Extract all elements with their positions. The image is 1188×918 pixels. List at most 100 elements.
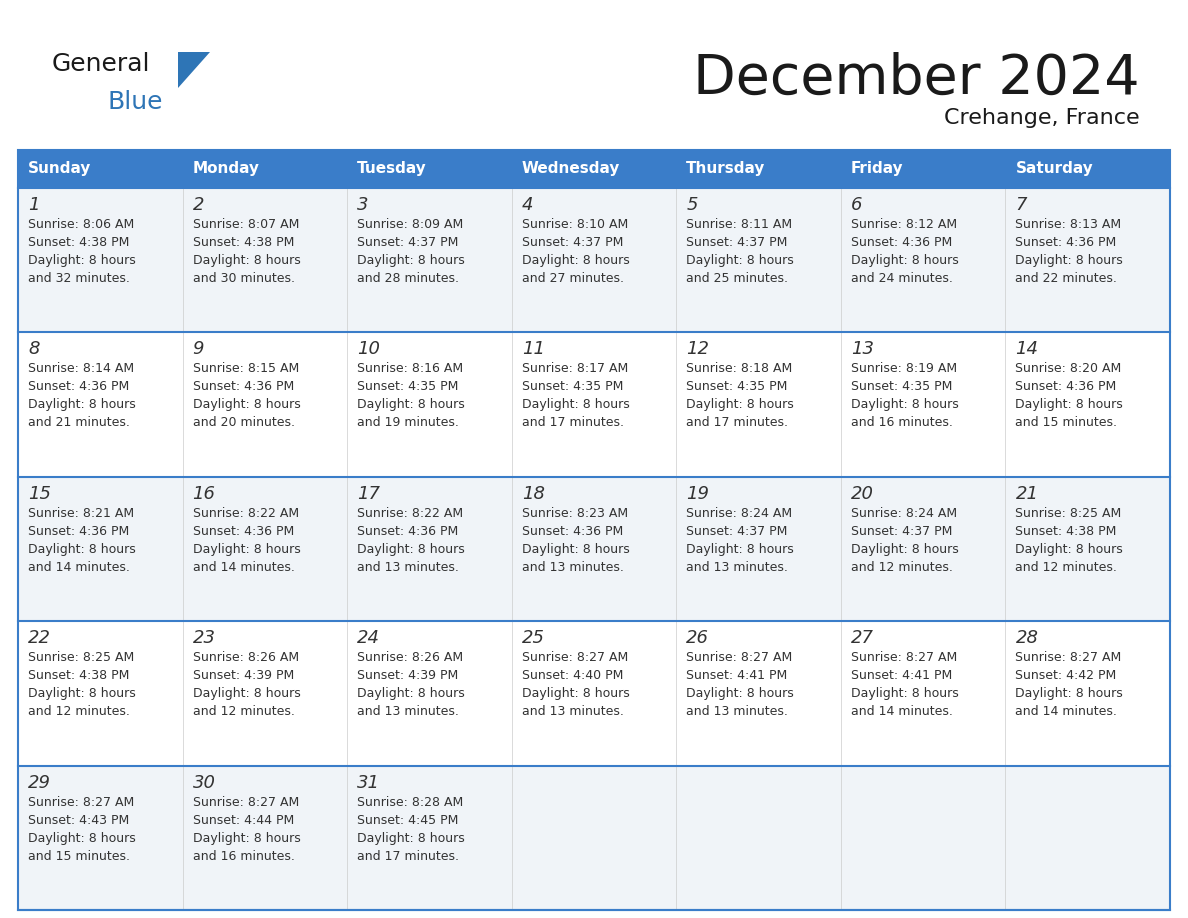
Text: 15: 15 bbox=[29, 485, 51, 503]
Text: Sunset: 4:38 PM: Sunset: 4:38 PM bbox=[192, 236, 293, 249]
Text: Sunset: 4:36 PM: Sunset: 4:36 PM bbox=[851, 236, 952, 249]
Text: Sunset: 4:35 PM: Sunset: 4:35 PM bbox=[851, 380, 953, 394]
Text: Monday: Monday bbox=[192, 162, 259, 176]
Text: and 22 minutes.: and 22 minutes. bbox=[1016, 272, 1117, 285]
Text: and 32 minutes.: and 32 minutes. bbox=[29, 272, 129, 285]
Bar bbox=[18, 150, 1170, 188]
Text: Sunset: 4:36 PM: Sunset: 4:36 PM bbox=[358, 525, 459, 538]
Text: Daylight: 8 hours: Daylight: 8 hours bbox=[29, 688, 135, 700]
Text: Sunset: 4:36 PM: Sunset: 4:36 PM bbox=[29, 380, 129, 394]
Text: Sunrise: 8:27 AM: Sunrise: 8:27 AM bbox=[851, 651, 958, 665]
Text: 1: 1 bbox=[29, 196, 39, 214]
Text: and 24 minutes.: and 24 minutes. bbox=[851, 272, 953, 285]
Text: Sunrise: 8:20 AM: Sunrise: 8:20 AM bbox=[1016, 363, 1121, 375]
Text: Sunday: Sunday bbox=[29, 162, 91, 176]
Text: Sunset: 4:44 PM: Sunset: 4:44 PM bbox=[192, 813, 293, 826]
Text: Saturday: Saturday bbox=[1016, 162, 1093, 176]
Text: Sunrise: 8:15 AM: Sunrise: 8:15 AM bbox=[192, 363, 299, 375]
Text: Sunset: 4:39 PM: Sunset: 4:39 PM bbox=[192, 669, 293, 682]
Text: 20: 20 bbox=[851, 485, 874, 503]
Text: Daylight: 8 hours: Daylight: 8 hours bbox=[358, 832, 465, 845]
Text: and 21 minutes.: and 21 minutes. bbox=[29, 417, 129, 430]
Text: Daylight: 8 hours: Daylight: 8 hours bbox=[687, 254, 794, 267]
Text: Daylight: 8 hours: Daylight: 8 hours bbox=[358, 398, 465, 411]
Text: and 12 minutes.: and 12 minutes. bbox=[192, 705, 295, 718]
Text: Sunrise: 8:25 AM: Sunrise: 8:25 AM bbox=[29, 651, 134, 665]
Text: Sunset: 4:38 PM: Sunset: 4:38 PM bbox=[29, 669, 129, 682]
Text: 10: 10 bbox=[358, 341, 380, 358]
Text: 27: 27 bbox=[851, 629, 874, 647]
Text: Blue: Blue bbox=[107, 90, 163, 114]
Bar bbox=[18, 621, 1170, 766]
Text: and 12 minutes.: and 12 minutes. bbox=[29, 705, 129, 718]
Text: Sunset: 4:35 PM: Sunset: 4:35 PM bbox=[522, 380, 623, 394]
Text: 24: 24 bbox=[358, 629, 380, 647]
Text: 19: 19 bbox=[687, 485, 709, 503]
Text: 6: 6 bbox=[851, 196, 862, 214]
Text: Sunset: 4:43 PM: Sunset: 4:43 PM bbox=[29, 813, 129, 826]
Text: 13: 13 bbox=[851, 341, 874, 358]
Text: General: General bbox=[52, 52, 151, 76]
Text: 16: 16 bbox=[192, 485, 215, 503]
Text: and 13 minutes.: and 13 minutes. bbox=[687, 561, 788, 574]
Text: Daylight: 8 hours: Daylight: 8 hours bbox=[358, 543, 465, 555]
Text: Daylight: 8 hours: Daylight: 8 hours bbox=[192, 543, 301, 555]
Text: Sunrise: 8:12 AM: Sunrise: 8:12 AM bbox=[851, 218, 958, 231]
Text: Daylight: 8 hours: Daylight: 8 hours bbox=[192, 832, 301, 845]
Text: 14: 14 bbox=[1016, 341, 1038, 358]
Text: Sunset: 4:39 PM: Sunset: 4:39 PM bbox=[358, 669, 459, 682]
Text: 9: 9 bbox=[192, 341, 204, 358]
Text: Daylight: 8 hours: Daylight: 8 hours bbox=[522, 398, 630, 411]
Text: and 12 minutes.: and 12 minutes. bbox=[851, 561, 953, 574]
Text: Daylight: 8 hours: Daylight: 8 hours bbox=[1016, 543, 1123, 555]
Text: Sunrise: 8:11 AM: Sunrise: 8:11 AM bbox=[687, 218, 792, 231]
Text: Daylight: 8 hours: Daylight: 8 hours bbox=[851, 543, 959, 555]
Text: and 27 minutes.: and 27 minutes. bbox=[522, 272, 624, 285]
Text: Daylight: 8 hours: Daylight: 8 hours bbox=[29, 832, 135, 845]
Text: Daylight: 8 hours: Daylight: 8 hours bbox=[358, 688, 465, 700]
Text: Daylight: 8 hours: Daylight: 8 hours bbox=[522, 688, 630, 700]
Text: Sunset: 4:41 PM: Sunset: 4:41 PM bbox=[851, 669, 952, 682]
Text: Sunset: 4:36 PM: Sunset: 4:36 PM bbox=[192, 525, 293, 538]
Text: Sunrise: 8:26 AM: Sunrise: 8:26 AM bbox=[192, 651, 298, 665]
Text: and 14 minutes.: and 14 minutes. bbox=[851, 705, 953, 718]
Text: Sunrise: 8:14 AM: Sunrise: 8:14 AM bbox=[29, 363, 134, 375]
Text: Wednesday: Wednesday bbox=[522, 162, 620, 176]
Text: and 19 minutes.: and 19 minutes. bbox=[358, 417, 459, 430]
Text: and 16 minutes.: and 16 minutes. bbox=[851, 417, 953, 430]
Text: and 15 minutes.: and 15 minutes. bbox=[29, 849, 129, 863]
Text: Sunrise: 8:27 AM: Sunrise: 8:27 AM bbox=[687, 651, 792, 665]
Text: 11: 11 bbox=[522, 341, 545, 358]
Text: and 13 minutes.: and 13 minutes. bbox=[522, 561, 624, 574]
Text: Sunset: 4:36 PM: Sunset: 4:36 PM bbox=[1016, 236, 1117, 249]
Text: 30: 30 bbox=[192, 774, 215, 791]
Text: Daylight: 8 hours: Daylight: 8 hours bbox=[1016, 688, 1123, 700]
Text: and 14 minutes.: and 14 minutes. bbox=[192, 561, 295, 574]
Text: and 17 minutes.: and 17 minutes. bbox=[522, 417, 624, 430]
Text: Sunset: 4:45 PM: Sunset: 4:45 PM bbox=[358, 813, 459, 826]
Text: and 13 minutes.: and 13 minutes. bbox=[358, 705, 459, 718]
Text: and 28 minutes.: and 28 minutes. bbox=[358, 272, 459, 285]
Text: December 2024: December 2024 bbox=[694, 52, 1140, 106]
Text: Sunrise: 8:26 AM: Sunrise: 8:26 AM bbox=[358, 651, 463, 665]
Text: Daylight: 8 hours: Daylight: 8 hours bbox=[851, 688, 959, 700]
Text: 23: 23 bbox=[192, 629, 215, 647]
Text: Daylight: 8 hours: Daylight: 8 hours bbox=[687, 398, 794, 411]
Text: Daylight: 8 hours: Daylight: 8 hours bbox=[522, 543, 630, 555]
Text: Daylight: 8 hours: Daylight: 8 hours bbox=[687, 543, 794, 555]
Text: 8: 8 bbox=[29, 341, 39, 358]
Text: Sunset: 4:40 PM: Sunset: 4:40 PM bbox=[522, 669, 623, 682]
Text: 28: 28 bbox=[1016, 629, 1038, 647]
Text: and 30 minutes.: and 30 minutes. bbox=[192, 272, 295, 285]
Text: and 13 minutes.: and 13 minutes. bbox=[522, 705, 624, 718]
Text: and 15 minutes.: and 15 minutes. bbox=[1016, 417, 1118, 430]
Text: Daylight: 8 hours: Daylight: 8 hours bbox=[29, 543, 135, 555]
Text: Daylight: 8 hours: Daylight: 8 hours bbox=[192, 398, 301, 411]
Text: Sunrise: 8:18 AM: Sunrise: 8:18 AM bbox=[687, 363, 792, 375]
Text: Sunset: 4:36 PM: Sunset: 4:36 PM bbox=[1016, 380, 1117, 394]
Text: 25: 25 bbox=[522, 629, 545, 647]
Text: Daylight: 8 hours: Daylight: 8 hours bbox=[522, 254, 630, 267]
Text: Friday: Friday bbox=[851, 162, 904, 176]
Text: 12: 12 bbox=[687, 341, 709, 358]
Text: Sunset: 4:38 PM: Sunset: 4:38 PM bbox=[29, 236, 129, 249]
